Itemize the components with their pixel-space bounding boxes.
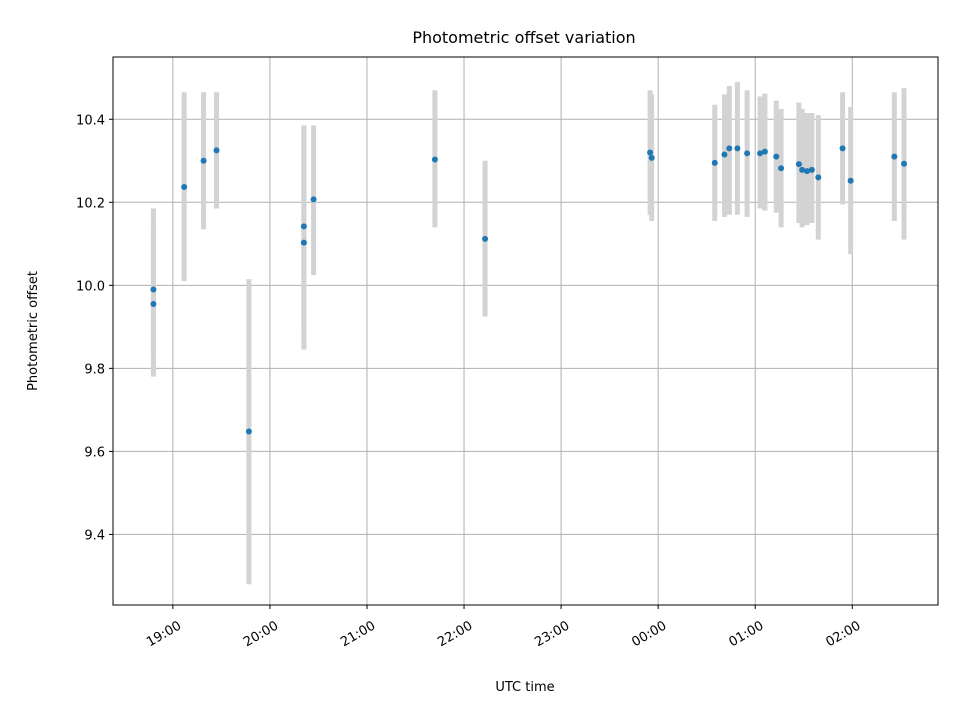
data-point <box>761 148 768 155</box>
x-tick-label: 00:00 <box>629 618 669 650</box>
data-point <box>300 223 307 230</box>
data-point <box>200 157 207 164</box>
chart-title: Photometric offset variation <box>412 28 635 47</box>
data-point <box>726 145 733 152</box>
data-point <box>648 154 655 161</box>
data-point <box>815 174 822 181</box>
data-point <box>744 150 751 157</box>
data-point <box>778 165 785 172</box>
data-point <box>647 149 654 156</box>
data-point <box>310 196 317 203</box>
data-point <box>213 147 220 154</box>
y-tick-label: 9.4 <box>84 528 105 543</box>
data-point <box>721 151 728 158</box>
plot-frame <box>112 56 939 606</box>
y-axis-label: Photometric offset <box>26 271 41 391</box>
y-tick-label: 10.4 <box>76 113 105 128</box>
x-tick-label: 23:00 <box>532 618 572 650</box>
data-point <box>711 159 718 166</box>
data-point <box>734 145 741 152</box>
data-point <box>839 145 846 152</box>
data-point <box>803 168 810 175</box>
y-tick-label: 9.8 <box>84 362 105 377</box>
data-point <box>757 150 764 157</box>
y-tick-label: 9.6 <box>84 445 105 460</box>
x-tick-label: 22:00 <box>435 618 475 650</box>
data-point <box>901 160 908 167</box>
data-point <box>773 153 780 160</box>
data-point <box>808 166 815 173</box>
data-point <box>245 428 252 435</box>
y-axis-ticks: 9.4 9.6 9.8 10.0 10.2 10.4 <box>76 113 113 543</box>
data-point <box>300 239 307 246</box>
y-tick-label: 10.0 <box>76 279 105 294</box>
y-tick-label: 10.2 <box>76 196 105 211</box>
data-point <box>431 156 438 163</box>
data-point <box>799 166 806 173</box>
x-tick-label: 02:00 <box>824 618 864 650</box>
data-point <box>891 153 898 160</box>
data-point <box>150 301 157 308</box>
x-tick-label: 21:00 <box>338 618 378 650</box>
error-bars <box>150 81 907 585</box>
x-tick-label: 01:00 <box>726 618 766 650</box>
data-points <box>150 145 908 435</box>
x-tick-label: 20:00 <box>241 618 281 650</box>
x-tick-label: 19:00 <box>144 618 184 650</box>
data-point <box>482 235 489 242</box>
data-point <box>181 183 188 190</box>
x-axis-ticks: 19:00 20:00 21:00 22:00 23:00 00:00 01:00 02:00 <box>144 605 863 650</box>
data-point <box>847 177 854 184</box>
data-point <box>150 286 157 293</box>
x-axis-label: UTC time <box>495 680 554 695</box>
data-point <box>795 161 802 168</box>
